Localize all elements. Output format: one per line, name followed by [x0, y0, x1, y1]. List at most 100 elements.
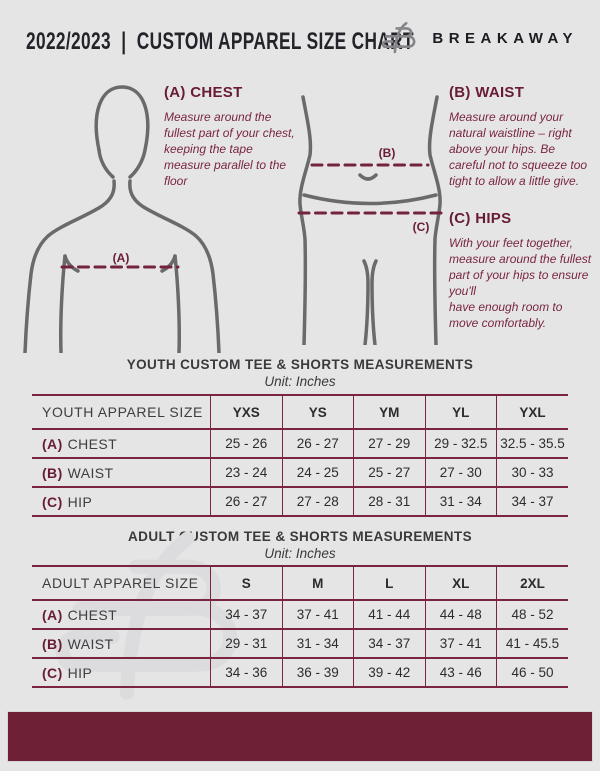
row-marker: (A)	[42, 606, 63, 623]
hips-guide-text: With your feet together, measure around …	[449, 236, 592, 331]
left-torso-outline	[298, 95, 313, 345]
measurement-row: (A) CHEST 34 - 37 37 - 41 41 - 44 44 - 48 48 -…	[32, 599, 568, 629]
row-label-text: CHEST	[67, 606, 118, 623]
right-shoulder-arm	[128, 179, 221, 353]
youth-table-title: YOUTH CUSTOM TEE & SHORTS MEASUREMENTS	[126, 357, 474, 372]
chest-guide-heading: (A) CHEST	[164, 84, 243, 101]
measurement-value-cell: 41 - 45.5	[496, 628, 568, 658]
waist-guide-heading: (B) WAIST	[449, 84, 525, 101]
chest-guide-text: Measure around the fullest part of your …	[164, 110, 295, 189]
measurement-value-cell: 26 - 27	[210, 486, 282, 517]
brand-lockup: BREAKAWAY	[381, 20, 578, 56]
youth-size-table: YOUTH APPAREL SIZE YXS YS YM YL YXL (A) CHEST 25…	[32, 394, 568, 517]
navel	[358, 173, 378, 181]
size-col-header: YM	[353, 394, 425, 429]
measurement-value-cell: 34 - 37	[496, 486, 568, 517]
measurement-row-label: (C) HIP	[32, 486, 211, 517]
measurement-value-cell: 25 - 26	[210, 428, 282, 458]
measurement-value-cell: 28 - 31	[353, 486, 425, 517]
row-marker: (B)	[42, 635, 63, 652]
measurement-value-cell: 29 - 32.5	[424, 428, 497, 458]
measurement-value-cell: 39 - 42	[353, 657, 425, 688]
measurement-value-cell: 36 - 39	[281, 657, 354, 688]
measurement-row-label: (B) WAIST	[32, 457, 211, 487]
table-header-row: YOUTH APPAREL SIZE YXS YS YM YL YXL	[32, 394, 568, 429]
measurement-value-cell: 34 - 36	[210, 657, 282, 688]
hips-guide-heading: (C) HIPS	[449, 210, 512, 227]
measurement-value-cell: 34 - 37	[210, 599, 282, 629]
brand-name: BREAKAWAY	[432, 29, 578, 47]
row-label-text: HIP	[67, 493, 93, 510]
waist-guide: (B) WAIST Measure around your natural wa…	[449, 84, 591, 189]
measurement-row: (C) HIP 26 - 27 27 - 28 28 - 31 31 - 34 34 - 3…	[32, 486, 568, 517]
youth-table-unit: Unit: Inches	[264, 374, 336, 389]
row-marker: (B)	[42, 464, 63, 481]
measurement-row-label: (A) CHEST	[32, 599, 211, 629]
right-torso-outline	[427, 95, 442, 345]
measurement-row-label: (B) WAIST	[32, 628, 211, 658]
size-col-header: S	[210, 565, 282, 600]
page-title: 2022/2023 | CUSTOM APPAREL SIZE CHART	[26, 28, 414, 55]
size-table: YOUTH APPAREL SIZE YXS YS YM YL YXL (A) CHEST 25…	[32, 394, 568, 517]
row-marker: (C)	[42, 493, 63, 510]
hip-crease	[302, 193, 438, 206]
left-shoulder-arm	[23, 179, 116, 353]
size-col-header: YXL	[496, 394, 568, 429]
row-marker: (C)	[42, 664, 63, 681]
measurement-value-cell: 37 - 41	[424, 628, 497, 658]
adult-table-title: ADULT CUSTOM TEE & SHORTS MEASUREMENTS	[128, 529, 472, 544]
row-label-text: HIP	[67, 664, 93, 681]
row-marker: (A)	[42, 435, 63, 452]
measurement-value-cell: 30 - 33	[496, 457, 568, 487]
measurement-value-cell: 26 - 27	[281, 428, 354, 458]
size-col-header: YXS	[210, 394, 282, 429]
chest-marker-label: (A)	[113, 251, 130, 265]
measurement-value-cell: 48 - 52	[496, 599, 568, 629]
measurement-row-label: (A) CHEST	[32, 428, 211, 458]
adult-table-unit: Unit: Inches	[264, 546, 336, 561]
size-table: ADULT APPAREL SIZE S M L XL 2XL (A) CHEST 34 - 3…	[32, 565, 568, 688]
table-header-row: ADULT APPAREL SIZE S M L XL 2XL	[32, 565, 568, 600]
waist-guide-text: Measure around your natural waistline – …	[449, 110, 588, 189]
measurement-value-cell: 27 - 28	[281, 486, 354, 517]
size-col-header: YL	[424, 394, 497, 429]
measurement-value-cell: 43 - 46	[424, 657, 497, 688]
measurement-row: (B) WAIST 23 - 24 24 - 25 25 - 27 27 - 30 30 -…	[32, 457, 568, 487]
row-label-header: YOUTH APPAREL SIZE	[32, 394, 211, 429]
measurement-value-cell: 29 - 31	[210, 628, 282, 658]
size-col-header: XL	[424, 565, 497, 600]
size-col-header: L	[353, 565, 425, 600]
head-outline	[94, 85, 150, 179]
row-label-text: WAIST	[67, 635, 114, 652]
measurement-value-cell: 34 - 37	[353, 628, 425, 658]
size-col-header: M	[281, 565, 354, 600]
measurement-value-cell: 24 - 25	[281, 457, 354, 487]
breakaway-logo-icon	[381, 20, 421, 56]
measurement-value-cell: 23 - 24	[210, 457, 282, 487]
measurement-value-cell: 44 - 48	[424, 599, 497, 629]
hips-guide: (C) HIPS With your feet together, measur…	[449, 210, 594, 331]
measurement-value-cell: 37 - 41	[281, 599, 354, 629]
size-col-header: 2XL	[496, 565, 568, 600]
measurement-value-cell: 46 - 50	[496, 657, 568, 688]
measurement-row: (B) WAIST 29 - 31 31 - 34 34 - 37 37 - 41 41 -…	[32, 628, 568, 658]
measurement-value-cell: 31 - 34	[424, 486, 497, 517]
measurement-value-cell: 31 - 34	[281, 628, 354, 658]
lower-body-figure: (B) (C)	[297, 95, 443, 345]
measurement-row: (C) HIP 34 - 36 36 - 39 39 - 42 43 - 46 46 - 5…	[32, 657, 568, 688]
measurement-value-cell: 27 - 30	[424, 457, 497, 487]
measurement-value-cell: 25 - 27	[353, 457, 425, 487]
size-col-header: YS	[281, 394, 354, 429]
chest-guide: (A) CHEST Measure around the fullest par…	[164, 84, 297, 189]
waist-marker-label: (B)	[379, 146, 396, 160]
upper-body-figure: (A)	[23, 85, 221, 353]
hips-marker-label: (C)	[413, 220, 430, 234]
row-label-text: CHEST	[67, 435, 118, 452]
measurement-row: (A) CHEST 25 - 26 26 - 27 27 - 29 29 - 32.5 32…	[32, 428, 568, 458]
measurement-row-label: (C) HIP	[32, 657, 211, 688]
footer-accent-bar	[7, 711, 593, 762]
row-label-text: WAIST	[67, 464, 114, 481]
measurement-value-cell: 32.5 - 35.5	[496, 428, 568, 458]
measurement-value-cell: 27 - 29	[353, 428, 425, 458]
